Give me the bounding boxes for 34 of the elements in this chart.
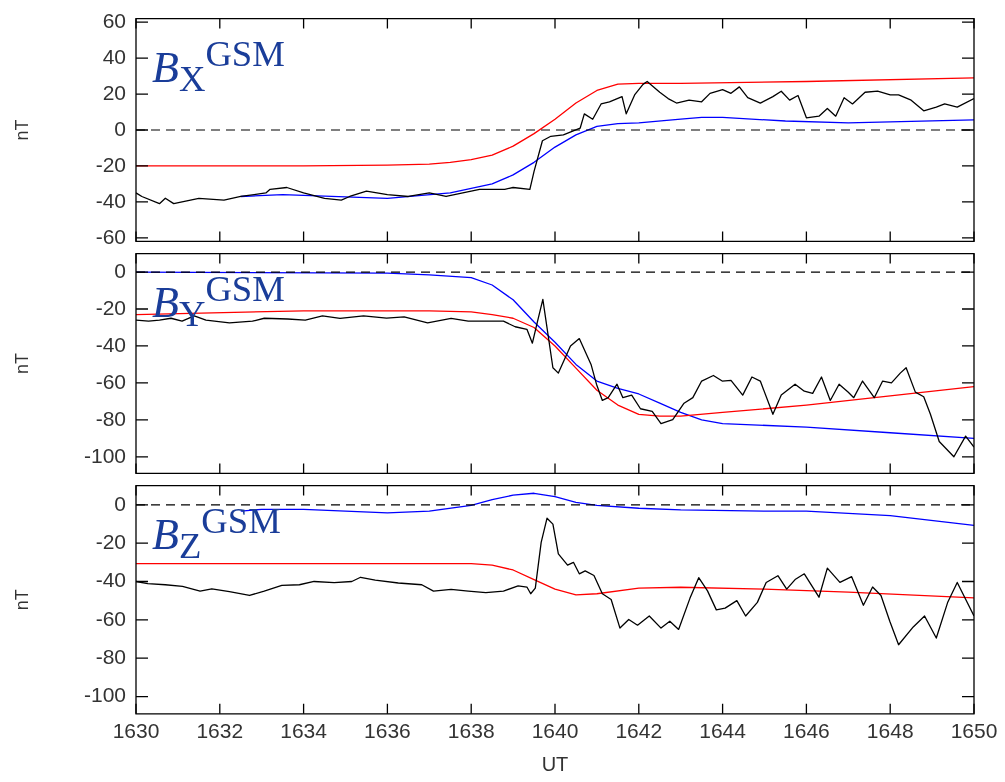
y-axis-title: nT (11, 119, 32, 141)
y-tick-label: -40 (95, 188, 126, 212)
y-tick-label: -80 (95, 644, 126, 668)
y-tick-label: -20 (95, 152, 126, 176)
x-tick-label: 1632 (196, 719, 244, 743)
y-tick-label: -40 (95, 332, 126, 356)
y-tick-label: -60 (95, 369, 126, 393)
y-tick-label: 0 (114, 116, 126, 140)
y-tick-label: -20 (95, 295, 126, 319)
y-tick-label: 0 (114, 258, 126, 282)
x-tick-label: 1636 (364, 719, 411, 743)
y-tick-label: 60 (102, 8, 126, 32)
x-tick-label: 1640 (531, 719, 579, 743)
y-tick-label: 40 (102, 44, 126, 68)
y-tick-label: -40 (95, 568, 126, 592)
y-axis-title: nT (11, 589, 32, 611)
y-tick-label: 0 (114, 491, 126, 515)
y-axis-title: nT (11, 352, 32, 375)
y-tick-label: -80 (95, 406, 126, 430)
y-tick-label: -100 (83, 683, 126, 707)
x-tick-label: 1642 (615, 719, 663, 743)
y-tick-label: -60 (95, 224, 126, 248)
x-tick-label: 1648 (866, 719, 914, 743)
x-tick-label: 1650 (950, 719, 998, 743)
y-tick-label: -60 (95, 606, 126, 630)
x-tick-label: 1644 (699, 719, 747, 743)
x-tick-label: 1634 (280, 719, 328, 743)
y-tick-label: 20 (102, 80, 126, 104)
x-tick-label: 1646 (783, 719, 830, 743)
y-tick-label: -20 (95, 529, 126, 553)
x-axis-title: UT (541, 752, 569, 775)
x-tick-label: 1638 (447, 719, 495, 743)
y-tick-label: -100 (83, 443, 126, 467)
x-tick-label: 1630 (112, 719, 160, 743)
